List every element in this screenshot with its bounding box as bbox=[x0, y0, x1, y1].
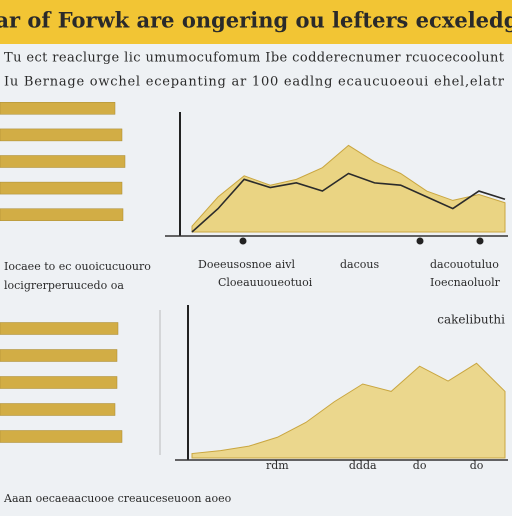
x-tick-label: rdm bbox=[266, 459, 289, 472]
bar bbox=[0, 403, 116, 416]
bar bbox=[0, 376, 118, 389]
line bbox=[191, 172, 506, 233]
caption: Doeeusosnoe aivl bbox=[198, 258, 295, 271]
area bbox=[191, 362, 506, 459]
bar bbox=[0, 102, 116, 115]
bar bbox=[0, 181, 123, 195]
x-tick-label: ddda bbox=[349, 459, 377, 472]
bar bbox=[0, 128, 123, 142]
caption: dacous bbox=[340, 258, 379, 271]
bar bbox=[0, 349, 118, 362]
x-tick-label: do bbox=[470, 459, 484, 472]
bar bbox=[0, 208, 124, 221]
intro-line: Iu Bernage owchel ecepanting ar 100 eadl… bbox=[4, 75, 505, 90]
caption: Ioecnaoluolr bbox=[430, 276, 501, 289]
title: Ocar of Forwk are ongering ou lefters ec… bbox=[0, 8, 512, 33]
x-tick-label: do bbox=[413, 459, 427, 472]
bar bbox=[0, 430, 123, 443]
caption: locigrerperuucedo oa bbox=[4, 279, 124, 292]
footer: Aaan oecaeaacuooe creauceseuoon aoeo bbox=[3, 492, 232, 505]
bar bbox=[0, 155, 126, 168]
bar bbox=[0, 322, 119, 335]
header-banner bbox=[0, 0, 512, 44]
caption: dacouotuluo bbox=[430, 258, 499, 271]
area bbox=[191, 144, 506, 233]
chart-title: cakelibuthi bbox=[437, 313, 505, 327]
caption: Iocaee to ec ouoicucuouro bbox=[4, 260, 151, 273]
intro-line: Tu ect reaclurge lic umumocufomum Ibe co… bbox=[4, 51, 505, 66]
caption: Cloeauuoueotuoi bbox=[218, 276, 313, 289]
decor bbox=[159, 112, 508, 461]
